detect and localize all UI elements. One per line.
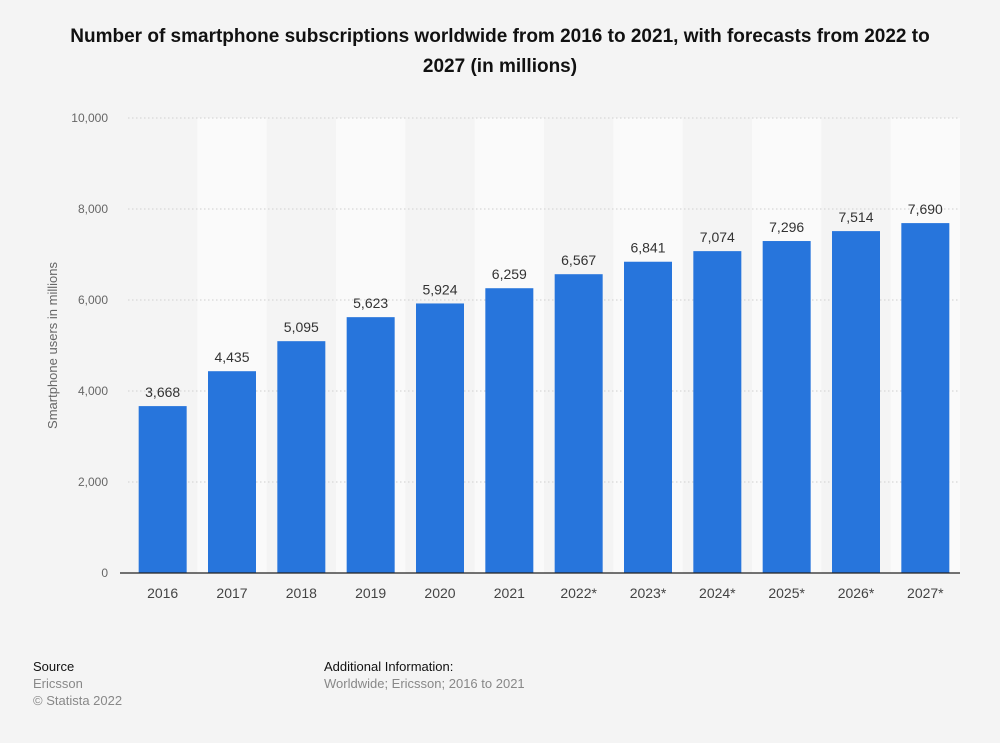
bar[interactable] xyxy=(416,303,464,573)
y-tick-label: 0 xyxy=(101,566,108,580)
data-label: 5,623 xyxy=(353,295,388,311)
bar[interactable] xyxy=(624,261,672,573)
data-label: 4,435 xyxy=(214,349,249,365)
source-block: Source Ericsson © Statista 2022 xyxy=(33,658,122,709)
bar[interactable] xyxy=(138,406,187,573)
bar[interactable] xyxy=(208,371,256,573)
bar[interactable] xyxy=(832,231,880,573)
x-tick-label: 2023* xyxy=(630,585,667,601)
y-tick-label: 4,000 xyxy=(78,384,108,398)
data-label: 5,095 xyxy=(284,319,319,335)
y-tick-label: 8,000 xyxy=(78,202,108,216)
x-tick-label: 2018 xyxy=(286,585,317,601)
data-label: 5,924 xyxy=(422,281,457,297)
y-tick-label: 6,000 xyxy=(78,293,108,307)
chart-title: Number of smartphone subscriptions world… xyxy=(70,26,930,77)
x-tick-label: 2017 xyxy=(216,585,247,601)
bar[interactable] xyxy=(762,241,811,574)
bar[interactable] xyxy=(346,317,395,573)
data-label: 7,514 xyxy=(838,209,873,225)
additional-info-text: Worldwide; Ericsson; 2016 to 2021 xyxy=(324,676,525,691)
additional-info-heading: Additional Information: xyxy=(324,659,454,674)
data-label: 6,259 xyxy=(492,266,527,282)
data-label: 6,567 xyxy=(561,252,596,268)
copyright-text: © Statista 2022 xyxy=(33,693,123,708)
data-label: 6,841 xyxy=(630,240,665,256)
x-tick-label: 2019 xyxy=(355,585,386,601)
y-tick-label: 2,000 xyxy=(78,475,108,489)
data-label: 7,074 xyxy=(700,229,735,245)
data-label: 3,668 xyxy=(145,384,180,400)
x-tick-label: 2022* xyxy=(560,585,597,601)
data-label: 7,690 xyxy=(908,201,943,217)
x-tick-label: 2020 xyxy=(424,585,455,601)
data-label: 7,296 xyxy=(769,219,804,235)
bar[interactable] xyxy=(554,274,603,573)
x-tick-label: 2027* xyxy=(907,585,944,601)
bar[interactable] xyxy=(485,288,534,573)
x-tick-label: 2016 xyxy=(147,585,178,601)
bar[interactable] xyxy=(693,251,742,573)
x-tick-label: 2024* xyxy=(699,585,736,601)
x-tick-label: 2025* xyxy=(768,585,805,601)
y-axis-label: Smartphone users in millions xyxy=(45,262,60,429)
bar[interactable] xyxy=(277,341,326,573)
bar[interactable] xyxy=(901,223,950,574)
source-text[interactable]: Ericsson xyxy=(33,676,83,691)
x-tick-label: 2021 xyxy=(494,585,525,601)
additional-info-block: Additional Information: Worldwide; Erics… xyxy=(324,658,525,692)
y-tick-label: 10,000 xyxy=(71,111,108,125)
source-heading: Source xyxy=(33,659,75,674)
x-tick-label: 2026* xyxy=(838,585,875,601)
